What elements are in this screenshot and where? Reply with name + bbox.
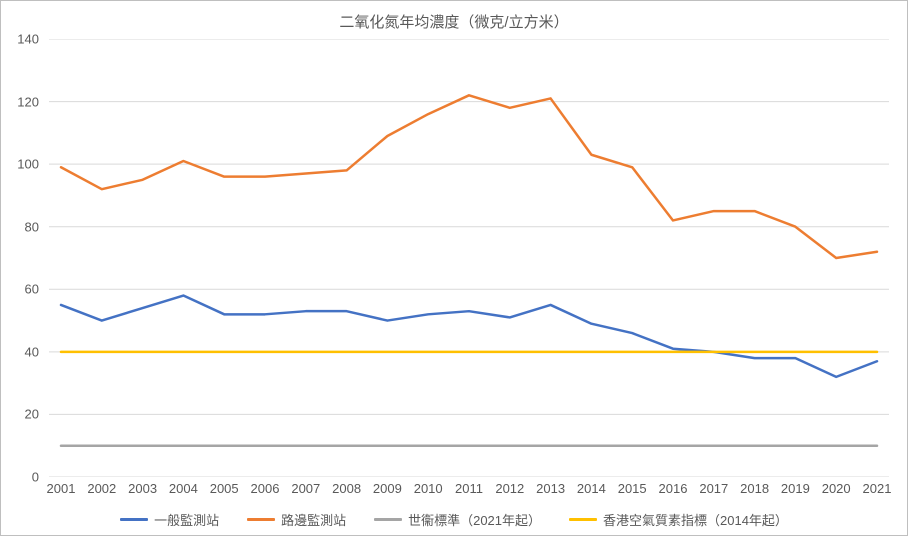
x-tick-label: 2012 — [495, 481, 524, 496]
series-line — [61, 95, 877, 258]
y-tick-label: 100 — [3, 157, 39, 172]
legend-swatch — [120, 518, 148, 521]
x-tick-label: 2007 — [291, 481, 320, 496]
chart-svg — [49, 39, 889, 477]
x-tick-label: 2011 — [455, 481, 483, 496]
legend-item: 香港空氣質素指標（2014年起） — [569, 510, 788, 529]
chart-container: 二氧化氮年均濃度（微克/立方米） 一般監測站 路邊監測站 世衞標準（2021年起） 香… — [0, 0, 908, 536]
legend-label: 世衞標準（2021年起） — [408, 510, 541, 529]
series-line — [61, 296, 877, 377]
y-tick-label: 140 — [3, 32, 39, 47]
legend: 一般監測站 路邊監測站 世衞標準（2021年起） 香港空氣質素指標（2014年起） — [1, 510, 907, 529]
x-tick-label: 2002 — [87, 481, 116, 496]
x-tick-label: 2009 — [373, 481, 402, 496]
y-tick-label: 60 — [3, 282, 39, 297]
y-tick-label: 20 — [3, 407, 39, 422]
x-tick-label: 2008 — [332, 481, 361, 496]
legend-swatch — [247, 518, 275, 521]
legend-swatch — [374, 518, 402, 521]
y-tick-label: 40 — [3, 344, 39, 359]
x-tick-label: 2006 — [251, 481, 280, 496]
legend-label: 一般監測站 — [154, 510, 219, 529]
x-tick-label: 2010 — [414, 481, 443, 496]
x-tick-label: 2016 — [659, 481, 688, 496]
y-tick-label: 120 — [3, 94, 39, 109]
x-tick-label: 2013 — [536, 481, 565, 496]
legend-label: 香港空氣質素指標（2014年起） — [603, 510, 788, 529]
legend-item: 路邊監測站 — [247, 510, 346, 529]
x-tick-label: 2020 — [822, 481, 851, 496]
legend-item: 一般監測站 — [120, 510, 219, 529]
legend-label: 路邊監測站 — [281, 510, 346, 529]
y-tick-label: 80 — [3, 219, 39, 234]
x-tick-label: 2017 — [699, 481, 728, 496]
plot-area — [49, 39, 889, 477]
x-tick-label: 2018 — [740, 481, 769, 496]
x-tick-label: 2019 — [781, 481, 810, 496]
x-tick-label: 2015 — [618, 481, 647, 496]
x-tick-label: 2014 — [577, 481, 606, 496]
y-tick-label: 0 — [3, 470, 39, 485]
x-tick-label: 2003 — [128, 481, 157, 496]
x-tick-label: 2004 — [169, 481, 198, 496]
legend-swatch — [569, 518, 597, 521]
x-tick-label: 2001 — [47, 481, 76, 496]
legend-item: 世衞標準（2021年起） — [374, 510, 541, 529]
chart-title: 二氧化氮年均濃度（微克/立方米） — [1, 11, 907, 32]
x-tick-label: 2021 — [863, 481, 892, 496]
x-tick-label: 2005 — [210, 481, 239, 496]
